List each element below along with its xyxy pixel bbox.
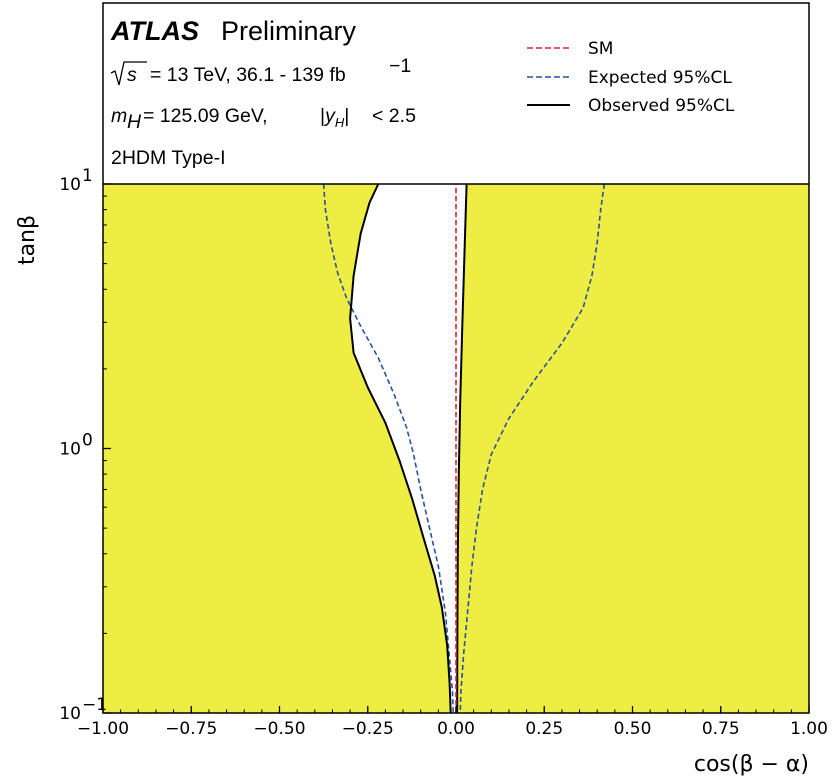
x-axis-label: cos(β − α) — [694, 752, 809, 777]
preliminary-label: Preliminary — [221, 16, 357, 46]
header-box — [103, 3, 809, 184]
energy-exponent: −1 — [389, 55, 411, 77]
x-tick-label: 0.75 — [702, 719, 740, 739]
x-tick-label: −1.00 — [77, 719, 129, 739]
observed-left-line — [349, 183, 452, 714]
y-tick-label: 10 — [59, 175, 81, 195]
sqrt-symbol — [110, 61, 147, 86]
legend-observed-label: Observed 95%CL — [588, 96, 735, 116]
mass-line: m H = 125.09 GeV, |yH| < 2.5 — [111, 105, 416, 133]
energy-line: s = 13 TeV, 36.1 - 139 fb −1 — [110, 55, 411, 86]
y-tick-exponent: −1 — [82, 695, 107, 715]
y-tick-label: 10 — [59, 440, 81, 460]
x-axis-ticks: −1.00 −0.75 −0.50 −0.25 0.00 0.25 0.50 0.75 1.00 — [77, 706, 828, 739]
observed-right-line — [456, 183, 468, 714]
x-tick-label: 0.25 — [525, 719, 563, 739]
legend-sm-label: SM — [588, 39, 613, 59]
x-tick-label: 0.00 — [437, 719, 475, 739]
rapidity-cut: < 2.5 — [372, 105, 416, 127]
y-tick-exponent: 1 — [82, 166, 93, 186]
x-tick-label: −0.50 — [253, 719, 305, 739]
legend-expected-label: Expected 95%CL — [588, 68, 732, 88]
mass-value: = 125.09 GeV, — [143, 105, 268, 127]
allowed-region — [350, 184, 467, 713]
model-label: 2HDM Type-I — [111, 147, 226, 169]
x-tick-label: −0.75 — [165, 719, 217, 739]
legend: SM Expected 95%CL Observed 95%CL — [527, 39, 735, 116]
x-tick-label: 0.50 — [614, 719, 652, 739]
energy-text: = 13 TeV, 36.1 - 139 fb — [150, 64, 346, 86]
rapidity-symbol: |yH| — [320, 105, 349, 130]
y-tick-exponent: 0 — [82, 431, 93, 451]
y-axis-label: tanβ — [15, 215, 40, 265]
expected-right-line — [459, 183, 606, 714]
y-tick-label: 10 — [59, 704, 81, 724]
energy-s: s — [127, 64, 137, 86]
mass-symbol: m — [111, 105, 127, 127]
mass-subscript: H — [127, 111, 142, 133]
x-tick-label: −0.25 — [342, 719, 394, 739]
expected-left-line — [322, 183, 454, 714]
x-tick-label: 1.00 — [790, 719, 828, 739]
atlas-label: ATLAS — [110, 16, 199, 46]
